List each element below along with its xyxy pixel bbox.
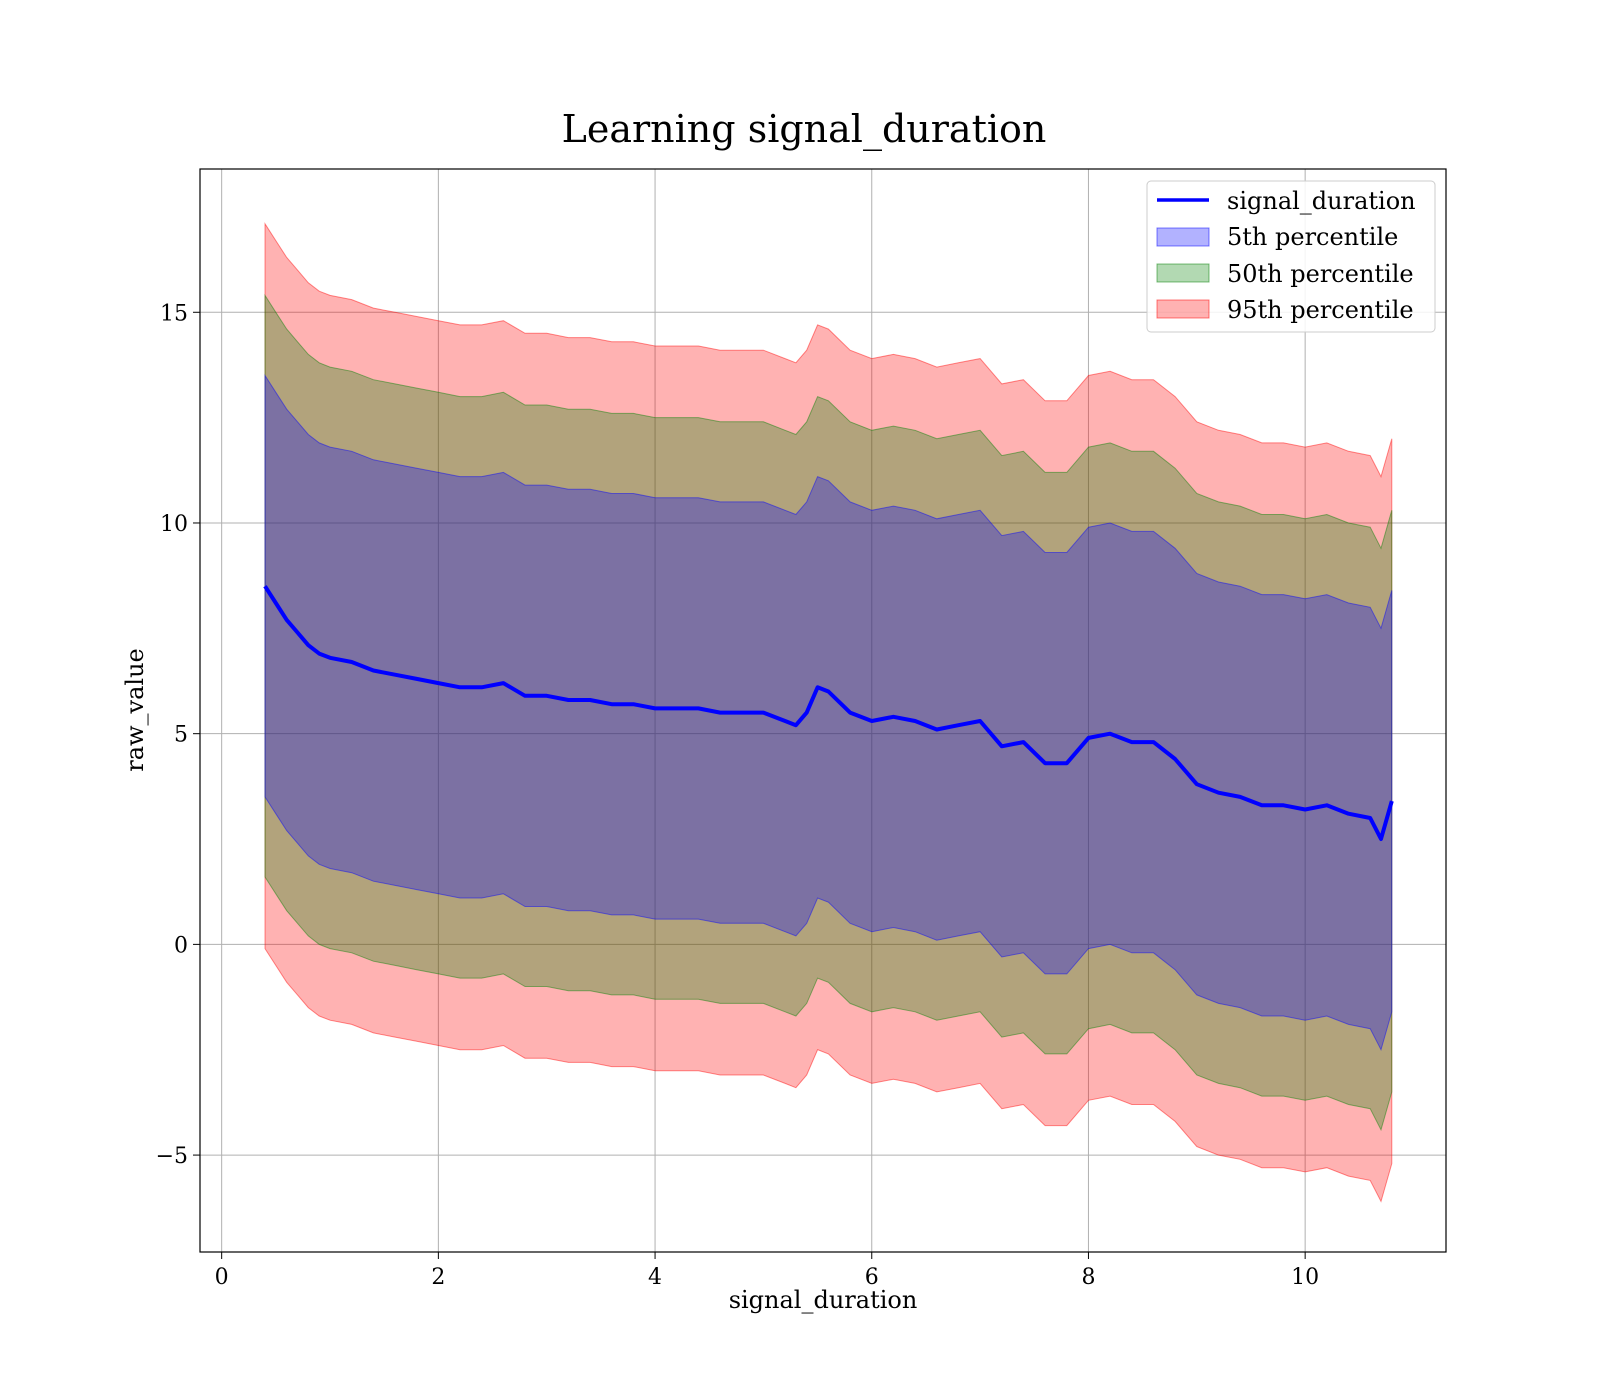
series-line	[263, 585, 1394, 841]
y-tick-label: 10	[160, 512, 188, 537]
percentile-bands	[264, 222, 1393, 1203]
chart-title: Learning signal_duration	[562, 107, 1047, 152]
legend-swatch-95th	[1156, 299, 1210, 319]
y-tick-label: 0	[174, 933, 188, 958]
x-tick-label: 10	[1291, 1265, 1319, 1290]
x-tick-label: 6	[865, 1265, 879, 1290]
legend-label-95th: 95th percentile	[1227, 296, 1414, 324]
y-axis-label: raw_value	[121, 648, 149, 772]
legend: signal_duration 5th percentile 50th perc…	[1146, 180, 1436, 333]
legend-label-50th: 50th percentile	[1227, 260, 1414, 288]
band-95th	[264, 222, 1393, 1203]
grid	[200, 169, 1446, 1252]
x-axis-label: signal_duration	[729, 1286, 918, 1314]
y-tick-label: 5	[174, 723, 188, 748]
band-50th	[264, 293, 1393, 1132]
x-tick-label: 2	[431, 1265, 445, 1290]
y-tick-label: 15	[160, 301, 188, 326]
line-series	[263, 585, 1394, 841]
y-tick-label: −5	[156, 1144, 188, 1169]
legend-label-line: signal_duration	[1227, 187, 1416, 215]
plot-frame	[199, 168, 1447, 1253]
legend-label-5th: 5th percentile	[1227, 223, 1398, 251]
legend-swatch-5th	[1156, 227, 1210, 247]
band-5th	[264, 373, 1393, 1052]
legend-box	[1146, 180, 1436, 333]
x-tick-label: 4	[648, 1265, 662, 1290]
x-tick-label: 0	[215, 1265, 229, 1290]
legend-swatch-50th	[1156, 263, 1210, 283]
x-tick-label: 8	[1081, 1265, 1095, 1290]
ticks: 0 2 4 6 8 10 −5 0 5 10 15	[156, 301, 1320, 1290]
